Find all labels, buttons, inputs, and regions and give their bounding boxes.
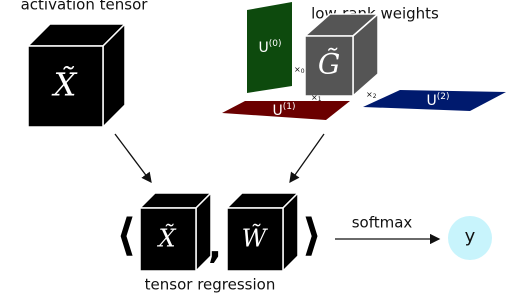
open-bracket: ⟨: [116, 210, 136, 261]
mode-base: ×: [294, 65, 301, 74]
core-cube: [305, 14, 378, 96]
factor-sup: (1): [283, 102, 296, 112]
output-label: y: [465, 226, 476, 247]
activation-cube: [28, 24, 125, 127]
mode-2: ×2: [366, 90, 377, 100]
input-symbol: X̃: [156, 224, 176, 252]
mode-sub: 2: [373, 93, 377, 100]
arrow: [290, 134, 324, 182]
arrow: [115, 134, 151, 182]
regression-label: tensor regression: [145, 276, 276, 294]
diagram: activation tensor X̃ low-rank weights U(…: [0, 0, 508, 306]
core-symbol: G̃: [318, 47, 340, 80]
factor-base: U: [259, 40, 269, 56]
factor-sup: (0): [269, 39, 282, 49]
factor-base: U: [273, 103, 283, 119]
weight-symbol: W̃: [242, 224, 269, 252]
mode-sub: 1: [318, 96, 322, 103]
mode-base: ×: [311, 93, 318, 102]
mode-0: ×0: [294, 65, 305, 75]
activation-label: activation tensor: [21, 0, 149, 14]
mode-base: ×: [366, 90, 373, 99]
activation-symbol: X̃: [51, 66, 78, 104]
factor-base: U: [427, 93, 437, 109]
mode-sub: 0: [301, 68, 305, 75]
factor-sup: (2): [437, 92, 450, 102]
close-bracket: ⟩: [302, 210, 322, 261]
softmax-label: softmax: [352, 214, 413, 232]
separator: ,: [208, 226, 222, 267]
